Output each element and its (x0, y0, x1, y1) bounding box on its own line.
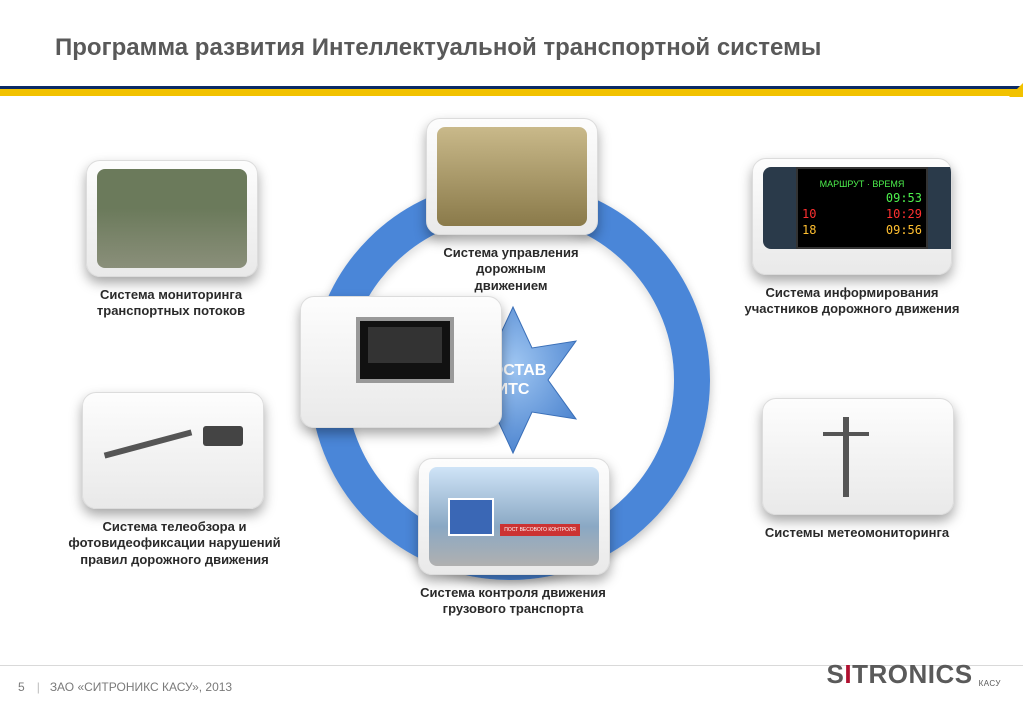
caption-traffic-control: Система управления дорожным движением (426, 245, 596, 294)
card-monitor-window (300, 296, 502, 428)
accent-strip (0, 86, 1023, 96)
node-televiewing: Система телеобзора и фотовидеофиксации н… (82, 392, 282, 568)
node-meteo: Системы метеомониторинга (762, 398, 952, 541)
card-freight-control: ПОСТ ВЕСОВОГО КОНТРОЛЯ (418, 458, 610, 575)
node-info-display: МАРШРУТ · ВРЕМЯ 09:53 1010:29 1809:56 Си… (752, 158, 950, 318)
display-header: МАРШРУТ · ВРЕМЯ (802, 179, 922, 189)
footer-text: ЗАО «СИТРОНИКС КАСУ», 2013 (50, 680, 232, 694)
logo-tag: КАСУ (979, 679, 1001, 690)
page-number: 5 (18, 680, 25, 694)
caption-info-display: Система информирования участников дорожн… (742, 285, 962, 318)
logo-word: SITRONICS (827, 659, 973, 690)
footer-separator: | (37, 680, 40, 694)
caption-monitoring-flows: Система мониторинга транспортных потоков (86, 287, 256, 320)
caption-freight-control: Система контроля движения грузового тран… (418, 585, 608, 618)
card-meteo (762, 398, 954, 515)
thumb-control-room (437, 127, 587, 226)
thumb-road-sensor (97, 169, 247, 268)
card-monitoring-flows (86, 160, 258, 277)
caption-meteo: Системы метеомониторинга (762, 525, 952, 541)
slide: Программа развития Интеллектуальной тран… (0, 0, 1023, 708)
brand-logo: SITRONICS КАСУ (827, 659, 1002, 690)
node-monitoring-flows: Система мониторинга транспортных потоков (86, 160, 256, 320)
caption-televiewing: Система телеобзора и фотовидеофиксации н… (62, 519, 287, 568)
node-monitor-window (300, 296, 500, 428)
card-traffic-control (426, 118, 598, 235)
page-title: Программа развития Интеллектуальной тран… (55, 34, 821, 62)
card-televiewing (82, 392, 264, 509)
thumb-led-display: МАРШРУТ · ВРЕМЯ 09:53 1010:29 1809:56 (763, 167, 952, 249)
thumb-weigh-station: ПОСТ ВЕСОВОГО КОНТРОЛЯ (429, 467, 599, 566)
node-freight-control: ПОСТ ВЕСОВОГО КОНТРОЛЯ Система контроля … (418, 458, 608, 618)
node-traffic-control: Система управления дорожным движением (426, 118, 596, 294)
card-info-display: МАРШРУТ · ВРЕМЯ 09:53 1010:29 1809:56 (752, 158, 952, 275)
